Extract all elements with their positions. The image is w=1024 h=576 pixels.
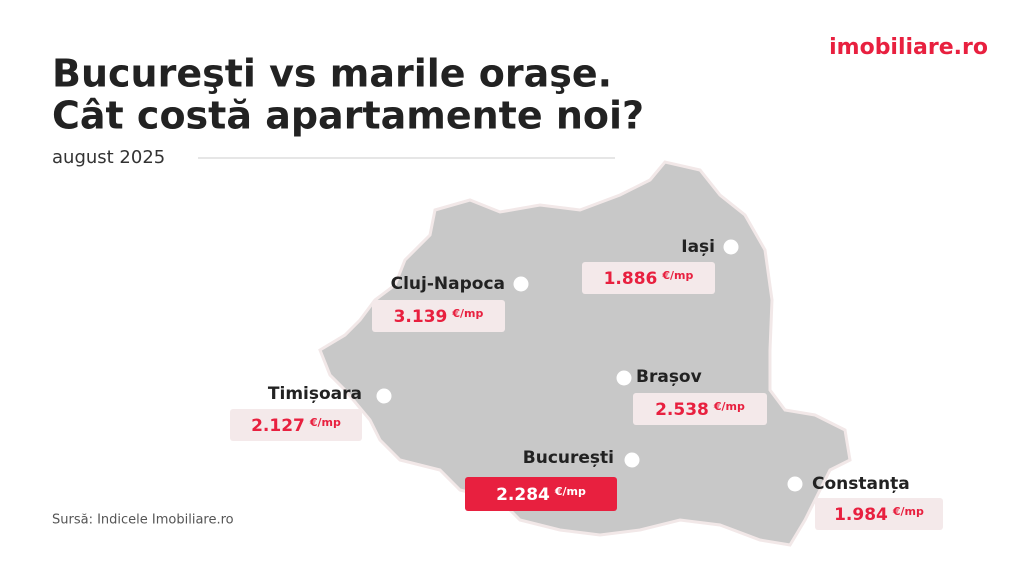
city-dot — [376, 388, 392, 404]
city-name: Timișoara — [268, 384, 362, 404]
price-label: 2.127 €/mp — [251, 416, 341, 436]
city-name: București — [523, 448, 614, 468]
price-box — [465, 477, 617, 511]
unit: €/mp — [451, 307, 483, 320]
price: 3.139 — [394, 307, 448, 327]
city-dot — [624, 452, 640, 468]
title-line: Cât costă apartamente noi? — [52, 94, 644, 138]
price-box — [633, 393, 767, 425]
price: 2.538 — [655, 400, 709, 420]
city-name: Cluj-Napoca — [391, 274, 505, 294]
price-label: 3.139 €/mp — [394, 307, 484, 327]
unit: €/mp — [554, 485, 586, 498]
unit: €/mp — [713, 400, 745, 413]
price: 1.984 — [834, 505, 888, 525]
price-label: 1.984 €/mp — [834, 505, 924, 525]
source: Sursă: Indicele Imobiliare.ro — [52, 513, 234, 528]
city-dot — [616, 370, 632, 386]
price: 2.284 — [496, 485, 550, 505]
city-name: Iași — [681, 237, 715, 257]
title-line: Bucureşti vs marile oraşe. — [52, 52, 612, 96]
unit: €/mp — [892, 505, 924, 518]
city-dot — [787, 476, 803, 492]
price-box — [582, 262, 715, 294]
price-box — [230, 409, 362, 441]
price-label: 2.284 €/mp — [496, 485, 586, 505]
price: 1.886 — [604, 269, 658, 289]
city-name: Brașov — [636, 367, 702, 387]
city-name: Constanța — [812, 474, 910, 494]
unit: €/mp — [309, 416, 341, 429]
price-label: 1.886 €/mp — [604, 269, 694, 289]
price-box — [372, 300, 505, 332]
city-dot — [513, 276, 529, 292]
price-label: 2.538 €/mp — [655, 400, 745, 420]
unit: €/mp — [661, 269, 693, 282]
logo: imobiliare.ro — [829, 35, 988, 60]
subtitle: august 2025 — [52, 147, 165, 168]
city-dot — [723, 239, 739, 255]
price: 2.127 — [251, 416, 305, 436]
price-box — [815, 498, 943, 530]
